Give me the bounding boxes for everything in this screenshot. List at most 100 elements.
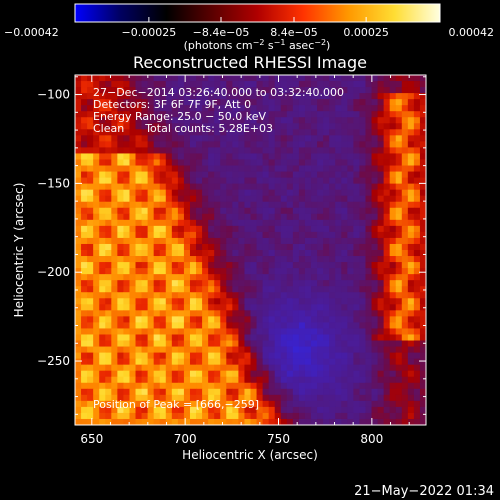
heatmap-cell bbox=[99, 129, 106, 136]
heatmap-cell bbox=[165, 304, 173, 311]
heatmap-cell bbox=[159, 406, 167, 414]
heatmap-cell bbox=[75, 412, 82, 420]
heatmap-cell bbox=[262, 262, 270, 269]
heatmap-cell bbox=[286, 412, 294, 420]
heatmap-cell bbox=[129, 87, 136, 94]
heatmap-cell bbox=[220, 304, 227, 311]
heatmap-cell bbox=[93, 286, 100, 293]
heatmap-cell bbox=[99, 207, 106, 215]
heatmap-cell bbox=[262, 177, 270, 185]
heatmap-cell bbox=[298, 352, 306, 360]
heatmap-cell bbox=[81, 117, 88, 124]
heatmap-cell bbox=[141, 99, 149, 106]
heatmap-cell bbox=[183, 201, 191, 209]
heatmap-cell bbox=[177, 81, 185, 88]
heatmap-cell bbox=[377, 352, 385, 360]
heatmap-cell bbox=[111, 358, 118, 366]
heatmap-cell bbox=[99, 153, 106, 160]
heatmap-cell bbox=[395, 111, 403, 118]
heatmap-cell bbox=[147, 322, 155, 329]
heatmap-cell bbox=[304, 243, 312, 251]
heatmap-cell bbox=[165, 418, 173, 425]
heatmap-cell bbox=[183, 316, 191, 323]
heatmap-cell bbox=[419, 352, 426, 360]
heatmap-cell bbox=[81, 213, 88, 221]
heatmap-cell bbox=[292, 117, 300, 124]
heatmap-cell bbox=[335, 129, 342, 136]
heatmap-cell bbox=[159, 177, 167, 185]
heatmap-cell bbox=[141, 262, 149, 269]
heatmap-cell bbox=[244, 322, 251, 329]
heatmap-cell bbox=[244, 340, 251, 347]
heatmap-cell bbox=[99, 171, 106, 178]
heatmap-cell bbox=[407, 406, 415, 414]
heatmap-cell bbox=[256, 346, 263, 353]
heatmap-cell bbox=[208, 376, 215, 384]
heatmap-cell bbox=[123, 195, 130, 203]
heatmap-cell bbox=[141, 93, 149, 100]
heatmap-cell bbox=[214, 171, 221, 178]
heatmap-cell bbox=[75, 153, 82, 160]
heatmap-cell bbox=[268, 81, 276, 88]
heatmap-cell bbox=[220, 334, 227, 341]
heatmap-cell bbox=[111, 225, 118, 233]
heatmap-cell bbox=[407, 334, 415, 341]
heatmap-cell bbox=[165, 87, 173, 94]
heatmap-cell bbox=[347, 250, 354, 257]
heatmap-cell bbox=[214, 406, 221, 414]
heatmap-cell bbox=[87, 243, 94, 251]
heatmap-cell bbox=[189, 376, 197, 384]
heatmap-cell bbox=[123, 183, 130, 191]
heatmap-cell bbox=[323, 189, 330, 197]
heatmap-cell bbox=[165, 243, 173, 251]
heatmap-cell bbox=[159, 400, 167, 408]
heatmap-cell bbox=[317, 75, 324, 82]
heatmap-cell bbox=[111, 298, 118, 305]
heatmap-cell bbox=[341, 207, 348, 215]
heatmap-cell bbox=[87, 159, 94, 166]
heatmap-cell bbox=[250, 195, 257, 203]
heatmap-cell bbox=[135, 105, 142, 112]
heatmap-cell bbox=[183, 117, 191, 124]
heatmap-cell bbox=[214, 237, 221, 245]
heatmap-cell bbox=[323, 87, 330, 94]
heatmap-cell bbox=[268, 310, 276, 317]
heatmap-cell bbox=[323, 292, 330, 299]
heatmap-cell bbox=[292, 334, 300, 341]
heatmap-cell bbox=[159, 201, 167, 209]
heatmap-cell bbox=[208, 334, 215, 341]
heatmap-cell bbox=[202, 286, 209, 293]
heatmap-cell bbox=[353, 268, 360, 275]
heatmap-cell bbox=[153, 400, 161, 408]
heatmap-cell bbox=[311, 376, 318, 384]
heatmap-cell bbox=[407, 225, 415, 233]
heatmap-cell bbox=[292, 183, 300, 191]
heatmap-cell bbox=[81, 237, 88, 245]
heatmap-cell bbox=[214, 298, 221, 305]
heatmap-cell bbox=[208, 81, 215, 88]
colorbar-tick-label: 8.4e−05 bbox=[270, 26, 317, 39]
heatmap-cell bbox=[153, 159, 161, 166]
heatmap-cell bbox=[377, 322, 385, 329]
heatmap-cell bbox=[105, 370, 112, 378]
heatmap-cell bbox=[177, 231, 185, 239]
heatmap-cell bbox=[371, 165, 378, 172]
heatmap-cell bbox=[341, 165, 348, 172]
heatmap-cell bbox=[250, 346, 257, 353]
heatmap-cell bbox=[111, 262, 118, 269]
heatmap-cell bbox=[262, 231, 270, 239]
heatmap-cell bbox=[87, 418, 94, 425]
heatmap-cell bbox=[311, 394, 318, 402]
heatmap-cell bbox=[274, 280, 282, 287]
heatmap-cell bbox=[407, 370, 415, 378]
heatmap-cell bbox=[274, 171, 282, 178]
heatmap-cell bbox=[323, 201, 330, 209]
heatmap-cell bbox=[268, 328, 276, 335]
heatmap-cell bbox=[383, 231, 391, 239]
heatmap-cell bbox=[413, 268, 421, 275]
heatmap-cell bbox=[177, 87, 185, 94]
heatmap-cell bbox=[93, 256, 100, 263]
heatmap-cell bbox=[365, 105, 372, 112]
heatmap-cell bbox=[353, 201, 360, 209]
heatmap-cell bbox=[419, 334, 426, 341]
